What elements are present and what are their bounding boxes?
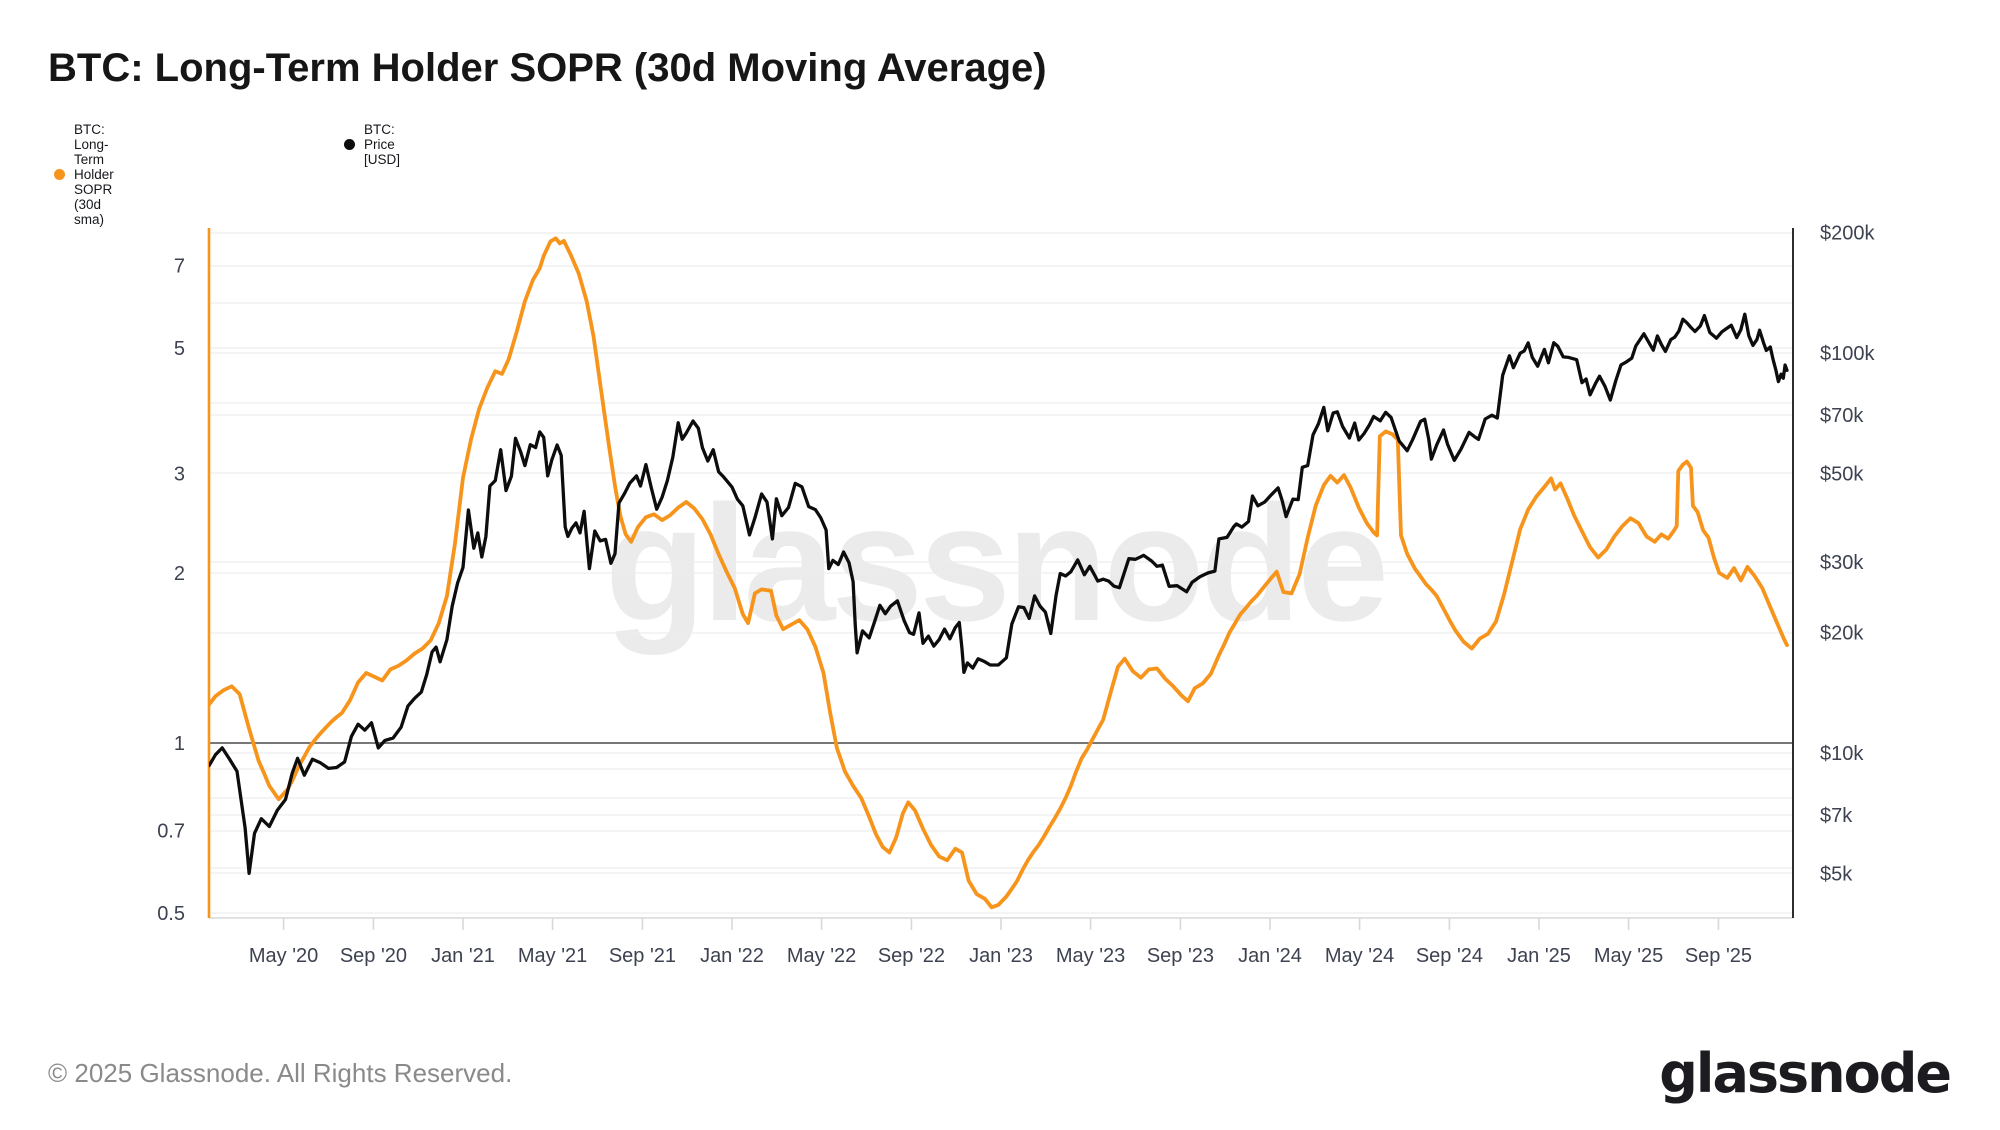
right-tick-label: $50k bbox=[1820, 463, 1864, 485]
left-tick-label: 1 bbox=[174, 733, 185, 755]
x-tick-label: Sep '20 bbox=[340, 945, 407, 967]
x-tick-label: Jan '21 bbox=[431, 945, 495, 967]
legend-item-sopr[interactable]: BTC: Long-Term Holder SOPR (30d sma) bbox=[54, 122, 114, 227]
right-tick-label: $20k bbox=[1820, 623, 1864, 645]
x-tick-label: Jan '23 bbox=[969, 945, 1033, 967]
glassnode-logo[interactable]: glassnode bbox=[1659, 1042, 1952, 1105]
x-tick-label: Sep '21 bbox=[609, 945, 676, 967]
right-tick-label: $5k bbox=[1820, 863, 1853, 885]
x-tick-label: Jan '25 bbox=[1507, 945, 1571, 967]
x-tick-label: Sep '25 bbox=[1685, 945, 1752, 967]
x-tick-label: Sep '24 bbox=[1416, 945, 1483, 967]
x-tick-label: Sep '23 bbox=[1147, 945, 1214, 967]
right-tick-label: $10k bbox=[1820, 743, 1864, 765]
x-tick-label: May '22 bbox=[787, 945, 856, 967]
x-tick-label: May '24 bbox=[1325, 945, 1394, 967]
right-tick-label: $100k bbox=[1820, 343, 1875, 365]
x-tick-label: Sep '22 bbox=[878, 945, 945, 967]
legend-label-price: BTC: Price [USD] bbox=[364, 122, 401, 167]
left-tick-label: 3 bbox=[174, 463, 185, 485]
left-tick-label: 0.7 bbox=[157, 821, 185, 843]
legend-label-sopr: BTC: Long-Term Holder SOPR (30d sma) bbox=[74, 122, 114, 227]
left-tick-label: 7 bbox=[174, 256, 185, 278]
price-legend-dot-icon bbox=[344, 139, 355, 150]
sopr-line bbox=[209, 236, 1789, 910]
x-tick-label: May '23 bbox=[1056, 945, 1125, 967]
left-tick-label: 0.5 bbox=[157, 903, 185, 925]
right-tick-label: $7k bbox=[1820, 805, 1853, 827]
legend-item-price[interactable]: BTC: Price [USD] bbox=[344, 122, 400, 167]
right-tick-label: $30k bbox=[1820, 552, 1864, 574]
x-tick-label: May '21 bbox=[518, 945, 587, 967]
right-tick-label: $200k bbox=[1820, 223, 1875, 245]
x-tick-label: Jan '22 bbox=[700, 945, 764, 967]
right-tick-label: $70k bbox=[1820, 405, 1864, 427]
page-title: BTC: Long-Term Holder SOPR (30d Moving A… bbox=[48, 46, 1047, 90]
x-tick-label: May '25 bbox=[1594, 945, 1663, 967]
left-tick-label: 5 bbox=[174, 338, 185, 360]
x-tick-label: Jan '24 bbox=[1238, 945, 1302, 967]
left-tick-label: 2 bbox=[174, 563, 185, 585]
copyright-text: © 2025 Glassnode. All Rights Reserved. bbox=[48, 1058, 513, 1088]
watermark-glassnode: glassnode bbox=[605, 471, 1385, 655]
sopr-legend-dot-icon bbox=[54, 169, 65, 180]
x-tick-label: May '20 bbox=[249, 945, 318, 967]
price-line bbox=[209, 312, 1789, 876]
